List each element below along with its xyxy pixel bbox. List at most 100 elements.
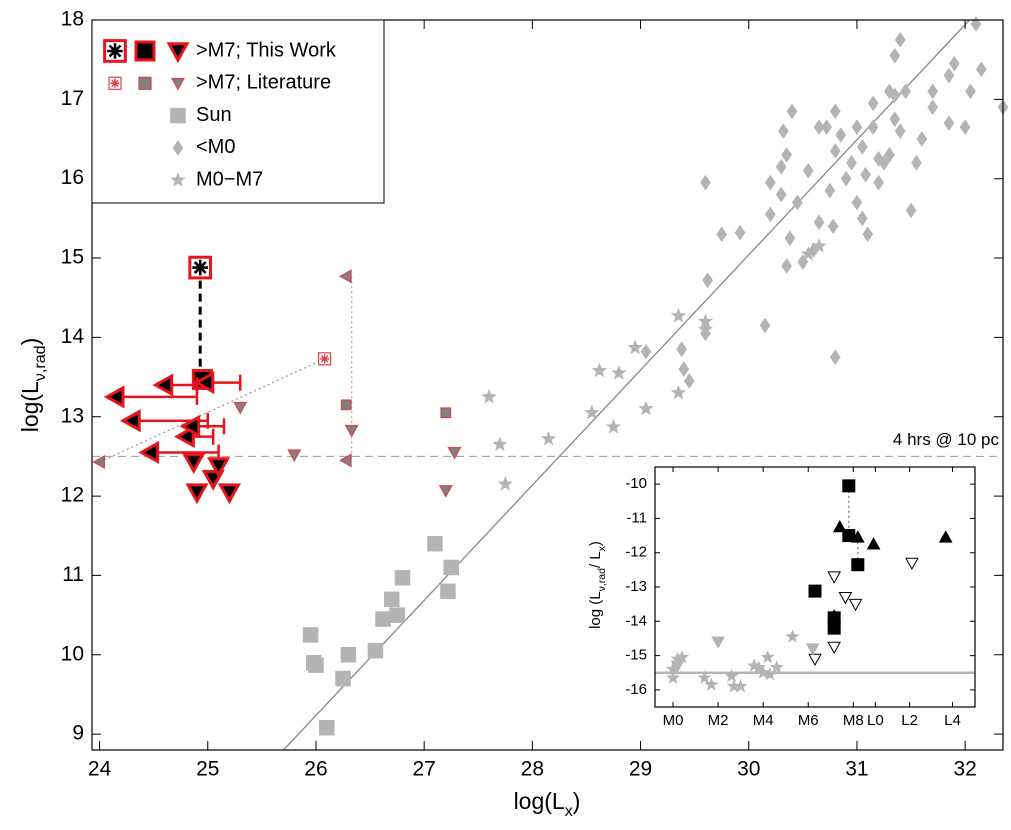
x-axis-label: log(Lx) — [514, 788, 581, 820]
y-tick-label: -15 — [625, 647, 647, 664]
marker-triangle-left — [92, 454, 105, 469]
legend-label: >M7; Literature — [196, 72, 331, 94]
marker-star — [760, 649, 775, 664]
marker-asterisk — [110, 78, 120, 88]
marker-triangle-up — [938, 530, 953, 543]
marker-diamond — [829, 142, 841, 159]
marker-star — [611, 364, 627, 380]
marker-star — [638, 400, 654, 416]
marker-diamond — [943, 115, 955, 132]
y-axis-label-part: ) — [17, 338, 43, 346]
marker-square — [842, 479, 856, 493]
x-tick-label: 31 — [845, 757, 868, 780]
x-tick-label: 29 — [629, 757, 652, 780]
marker-diamond — [640, 343, 652, 360]
y-tick-label: -14 — [625, 612, 647, 629]
marker-diamond — [975, 61, 987, 78]
marker-triangle-down — [217, 483, 241, 505]
marker-diamond — [702, 272, 714, 289]
marker-diamond — [894, 31, 906, 48]
y-tick-label: 14 — [61, 325, 85, 348]
marker-diamond — [883, 83, 895, 100]
y-tick-label: -13 — [625, 578, 647, 595]
y-axis-label-part: ν,rad — [31, 345, 49, 381]
x-tick-label: L2 — [901, 712, 918, 729]
y-axis-label-part: log(L — [17, 381, 43, 432]
marker-triangle-down — [808, 653, 822, 667]
marker-star — [697, 313, 714, 329]
marker-triangle-down — [905, 557, 919, 571]
marker-triangle-down — [344, 424, 359, 438]
x-tick-label: M8 — [843, 712, 864, 729]
y-tick-label: 10 — [61, 642, 84, 665]
marker-star — [769, 660, 784, 674]
marker-star — [665, 670, 681, 684]
marker-square — [335, 670, 351, 687]
marker-diamond — [775, 158, 787, 175]
axes-frame — [91, 19, 1004, 751]
marker-star — [670, 307, 687, 323]
x-tick-label: 25 — [196, 757, 219, 780]
marker-diamond — [916, 131, 928, 147]
marker-diamond — [878, 154, 890, 171]
marker-diamond — [846, 154, 857, 171]
marker-triangle-left — [138, 440, 160, 464]
annotation: 4 hrs @ 10 pc — [893, 430, 1000, 449]
marker-diamond — [873, 174, 884, 191]
marker-diamond — [734, 224, 746, 241]
inset-y-axis-label-part: ) — [587, 541, 604, 546]
marker-diamond — [172, 139, 184, 156]
marker-diamond — [860, 166, 871, 183]
marker-diamond — [775, 186, 787, 203]
marker-square — [319, 720, 335, 736]
marker-square — [851, 558, 865, 572]
marker-diamond — [948, 55, 960, 72]
marker-diamond — [856, 139, 868, 155]
marker-square — [340, 399, 352, 411]
marker-star — [704, 677, 719, 691]
inset-y-axis-label-part: ν,rad — [596, 568, 608, 592]
marker-square — [394, 570, 411, 586]
marker-diamond — [883, 146, 895, 163]
marker-square — [134, 40, 156, 62]
marker-triangle-down — [838, 591, 853, 605]
marker-square — [389, 607, 405, 623]
marker-square — [340, 647, 357, 663]
y-tick-label: 17 — [61, 87, 84, 110]
marker-diamond — [867, 119, 879, 136]
marker-star — [481, 388, 497, 404]
marker-diamond — [716, 226, 728, 243]
x-tick-label: M2 — [708, 712, 729, 729]
marker-star — [674, 649, 690, 664]
marker-triangle-down — [827, 571, 842, 584]
marker-star — [497, 475, 514, 491]
marker-triangle-down — [170, 77, 186, 91]
marker-diamond — [911, 154, 922, 171]
marker-diamond — [894, 123, 906, 140]
marker-square — [383, 591, 400, 607]
marker-square — [443, 559, 459, 576]
limit-bar — [150, 444, 220, 461]
marker-star — [492, 436, 508, 452]
inset-y-axis-label-part: x — [596, 545, 608, 551]
y-tick-label: 12 — [61, 484, 84, 507]
inset-y-axis-label-part: / L — [587, 551, 604, 568]
marker-diamond — [700, 174, 711, 191]
marker-asterisk — [192, 259, 208, 276]
marker-triangle-down — [438, 485, 453, 498]
y-tick-label: -16 — [625, 681, 647, 698]
marker-star — [785, 629, 800, 643]
marker-diamond — [873, 150, 884, 167]
x-tick-label: M4 — [753, 712, 774, 729]
legend-label: >M7; This Work — [196, 39, 337, 61]
marker-diamond — [808, 242, 820, 259]
marker-diamond — [781, 258, 793, 274]
marker-square — [440, 407, 452, 419]
marker-star — [724, 668, 739, 683]
marker-square — [427, 535, 443, 552]
marker-star — [170, 171, 186, 187]
marker-triangle-down — [827, 641, 842, 655]
marker-diamond — [835, 127, 847, 143]
marker-diamond — [797, 254, 809, 270]
